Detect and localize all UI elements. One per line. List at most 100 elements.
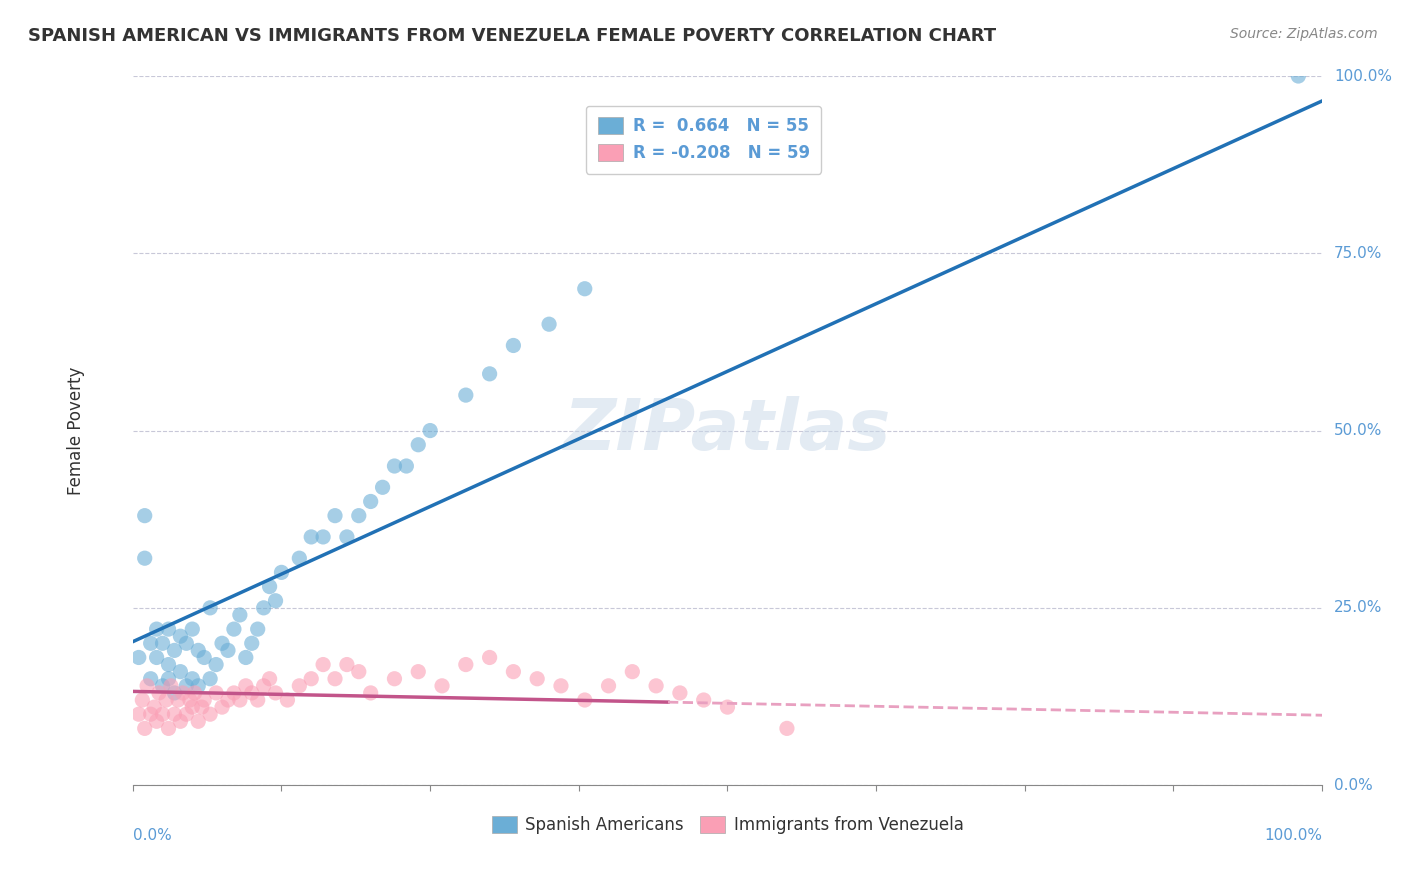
Text: Female Poverty: Female Poverty: [67, 367, 86, 495]
Point: [169, 629, 191, 643]
Text: 100.0%: 100.0%: [1264, 828, 1322, 843]
Point: [270, 566, 292, 580]
Point: [198, 600, 221, 615]
Point: [179, 693, 201, 707]
Point: [538, 317, 561, 331]
Text: Source: ZipAtlas.com: Source: ZipAtlas.com: [1230, 27, 1378, 41]
Point: [550, 679, 572, 693]
Point: [134, 508, 156, 523]
Point: [136, 679, 159, 693]
Point: [145, 714, 167, 729]
Point: [176, 679, 198, 693]
Point: [169, 665, 191, 679]
Point: [395, 458, 418, 473]
Point: [187, 714, 209, 729]
Point: [139, 707, 162, 722]
Point: [183, 686, 205, 700]
Point: [371, 480, 394, 494]
Point: [229, 693, 252, 707]
Point: [134, 722, 156, 736]
Point: [240, 686, 263, 700]
Point: [131, 693, 153, 707]
Point: [191, 700, 214, 714]
Point: [205, 686, 228, 700]
Point: [163, 643, 186, 657]
Point: [152, 636, 174, 650]
Point: [264, 593, 287, 607]
Point: [246, 693, 269, 707]
Point: [323, 508, 346, 523]
Point: [240, 636, 263, 650]
Point: [181, 622, 204, 636]
Point: [148, 686, 170, 700]
Point: [229, 607, 252, 622]
Point: [406, 438, 429, 452]
Point: [152, 707, 174, 722]
Point: [157, 657, 180, 672]
Point: [384, 672, 406, 686]
Point: [198, 707, 221, 722]
Point: [288, 679, 311, 693]
Point: [145, 650, 167, 665]
Point: [454, 388, 477, 402]
Point: [139, 636, 162, 650]
Point: [143, 700, 166, 714]
Point: [176, 636, 198, 650]
Point: [299, 672, 322, 686]
Point: [139, 672, 162, 686]
Point: [323, 672, 346, 686]
Point: [222, 686, 245, 700]
Point: [187, 643, 209, 657]
Point: [152, 679, 174, 693]
Point: [167, 693, 190, 707]
Point: [128, 707, 150, 722]
Point: [312, 530, 335, 544]
Text: 100.0%: 100.0%: [1334, 69, 1392, 84]
Text: ZIPatlas: ZIPatlas: [564, 396, 891, 465]
Point: [181, 672, 204, 686]
Text: 0.0%: 0.0%: [132, 828, 172, 843]
Point: [205, 657, 228, 672]
Point: [430, 679, 453, 693]
Point: [217, 693, 239, 707]
Point: [276, 693, 298, 707]
Point: [347, 665, 370, 679]
Point: [692, 693, 714, 707]
Point: [478, 650, 501, 665]
Point: [160, 679, 183, 693]
Point: [235, 650, 257, 665]
Text: 50.0%: 50.0%: [1334, 423, 1382, 438]
Point: [187, 679, 209, 693]
Point: [145, 622, 167, 636]
Point: [198, 672, 221, 686]
Point: [419, 424, 441, 438]
Point: [264, 686, 287, 700]
Point: [502, 338, 524, 352]
Point: [336, 657, 359, 672]
Point: [454, 657, 477, 672]
Point: [253, 600, 276, 615]
Point: [193, 693, 215, 707]
Point: [299, 530, 322, 544]
Point: [776, 722, 799, 736]
Point: [716, 700, 738, 714]
Point: [217, 643, 239, 657]
Point: [163, 707, 186, 722]
Text: 25.0%: 25.0%: [1334, 600, 1382, 615]
Point: [259, 672, 281, 686]
Point: [336, 530, 359, 544]
Point: [181, 700, 204, 714]
Point: [157, 622, 180, 636]
Point: [574, 282, 596, 296]
Point: [169, 714, 191, 729]
Point: [235, 679, 257, 693]
Point: [288, 551, 311, 566]
Point: [193, 650, 215, 665]
Point: [157, 722, 180, 736]
Point: [312, 657, 335, 672]
Text: 75.0%: 75.0%: [1334, 246, 1382, 260]
Point: [134, 551, 156, 566]
Point: [598, 679, 620, 693]
Point: [211, 700, 233, 714]
Point: [384, 458, 406, 473]
